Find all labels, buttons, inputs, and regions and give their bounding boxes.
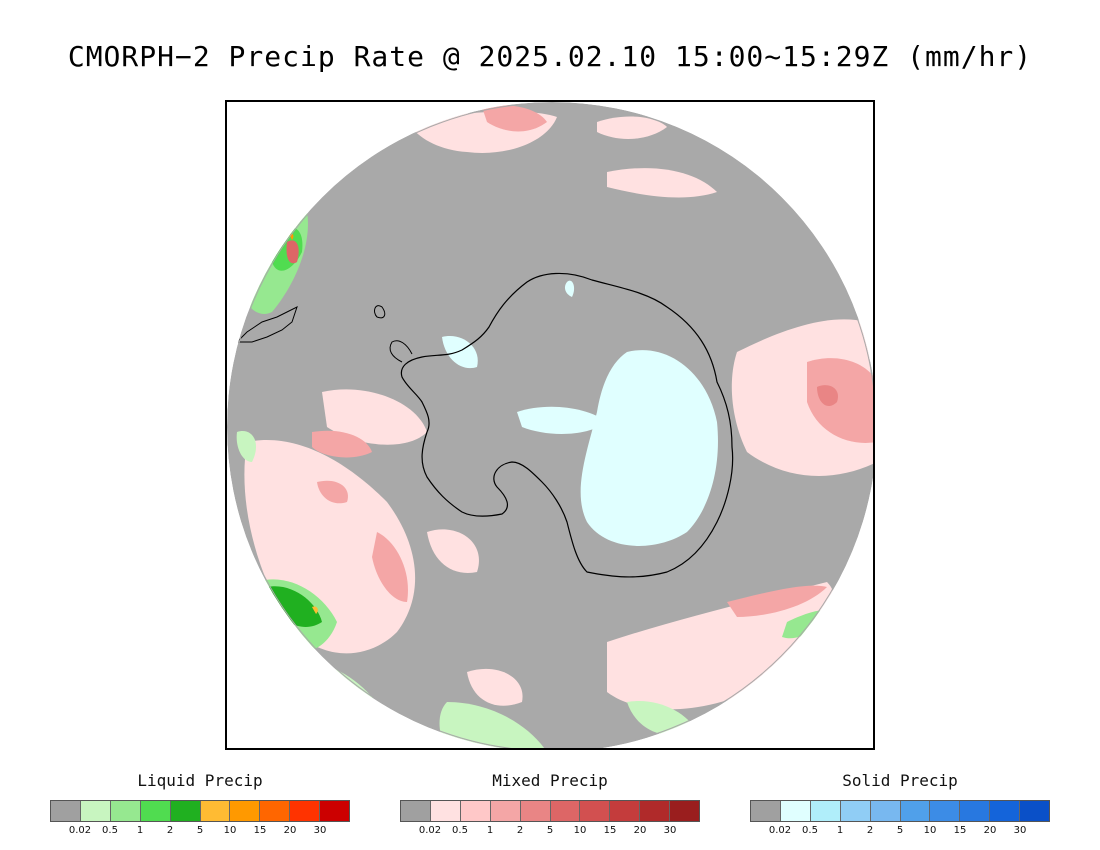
- color-swatch: [1020, 801, 1050, 821]
- map-edge: [227, 102, 873, 748]
- color-swatch: [550, 801, 581, 821]
- color-swatch: [401, 801, 431, 821]
- tick-label: 30: [663, 825, 677, 836]
- tick-label: 15: [953, 825, 967, 836]
- tick-label: 15: [253, 825, 267, 836]
- chart-title: CMORPH−2 Precip Rate @ 2025.02.10 15:00~…: [67, 40, 1033, 73]
- tick-label: 0.02: [68, 825, 92, 836]
- legend-title: Solid Precip: [842, 771, 958, 790]
- tick-label: 1: [836, 825, 844, 836]
- tick-label: 30: [1013, 825, 1027, 836]
- color-swatch: [51, 801, 81, 821]
- tick-label: 10: [923, 825, 937, 836]
- color-swatch: [320, 801, 350, 821]
- color-swatch: [140, 801, 171, 821]
- color-swatch: [170, 801, 201, 821]
- tick-label: 0.5: [102, 825, 118, 836]
- color-swatch: [230, 801, 261, 821]
- tick-label: 0.02: [768, 825, 792, 836]
- tick-label: 0.5: [452, 825, 468, 836]
- tick-label: 15: [603, 825, 617, 836]
- legend-mixed-precip: Mixed Precip 0.02 0.5 1 2 5 10 15 20 30: [400, 770, 700, 839]
- color-swatch: [610, 801, 641, 821]
- color-swatch: [780, 801, 811, 821]
- tick-label: 2: [516, 825, 524, 836]
- legend-liquid-precip: Liquid Precip 0.02 0.5 1 2 5 10 15 20 30: [50, 770, 350, 839]
- color-bar: [400, 800, 700, 822]
- color-swatch: [490, 801, 521, 821]
- tick-label: 2: [866, 825, 874, 836]
- color-swatch: [960, 801, 991, 821]
- tick-label: 20: [983, 825, 997, 836]
- color-swatch: [290, 801, 321, 821]
- tick-label: 0.5: [802, 825, 818, 836]
- color-swatch: [810, 801, 841, 821]
- tick-label: 1: [136, 825, 144, 836]
- tick-label: 5: [196, 825, 204, 836]
- color-swatch: [670, 801, 700, 821]
- color-swatch: [870, 801, 901, 821]
- legend-title: Mixed Precip: [492, 771, 608, 790]
- south-america-coastline: [235, 306, 298, 343]
- color-swatch: [640, 801, 671, 821]
- color-swatch: [80, 801, 111, 821]
- polar-map: [225, 100, 875, 750]
- color-bar: [750, 800, 1050, 822]
- tick-label: 5: [546, 825, 554, 836]
- tick-label: 10: [573, 825, 587, 836]
- tick-label: 2: [166, 825, 174, 836]
- legend-solid-precip: Solid Precip 0.02 0.5 1 2 5 10 15 20 30: [750, 770, 1050, 839]
- tick-label: 10: [223, 825, 237, 836]
- color-swatch: [580, 801, 611, 821]
- color-bar: [50, 800, 350, 822]
- color-swatch: [110, 801, 141, 821]
- tick-label: 1: [486, 825, 494, 836]
- color-swatch: [751, 801, 781, 821]
- color-bar-labels: 0.02 0.5 1 2 5 10 15 20 30: [50, 825, 350, 839]
- tick-label: 30: [313, 825, 327, 836]
- precip-map-svg: [227, 102, 873, 748]
- color-swatch: [900, 801, 931, 821]
- legend-title: Liquid Precip: [137, 771, 263, 790]
- color-bar-labels: 0.02 0.5 1 2 5 10 15 20 30: [750, 825, 1050, 839]
- color-swatch: [200, 801, 231, 821]
- color-swatch: [430, 801, 461, 821]
- tick-label: 5: [896, 825, 904, 836]
- color-swatch: [260, 801, 291, 821]
- map-disk: [227, 102, 873, 748]
- color-swatch: [460, 801, 491, 821]
- color-swatch: [840, 801, 871, 821]
- tick-label: 20: [283, 825, 297, 836]
- tick-label: 20: [633, 825, 647, 836]
- antarctica-coastline: [374, 272, 734, 578]
- color-swatch: [520, 801, 551, 821]
- solid-precip-areas: [442, 280, 718, 546]
- color-swatch: [930, 801, 961, 821]
- color-bar-labels: 0.02 0.5 1 2 5 10 15 20 30: [400, 825, 700, 839]
- tick-label: 0.02: [418, 825, 442, 836]
- color-swatch: [990, 801, 1021, 821]
